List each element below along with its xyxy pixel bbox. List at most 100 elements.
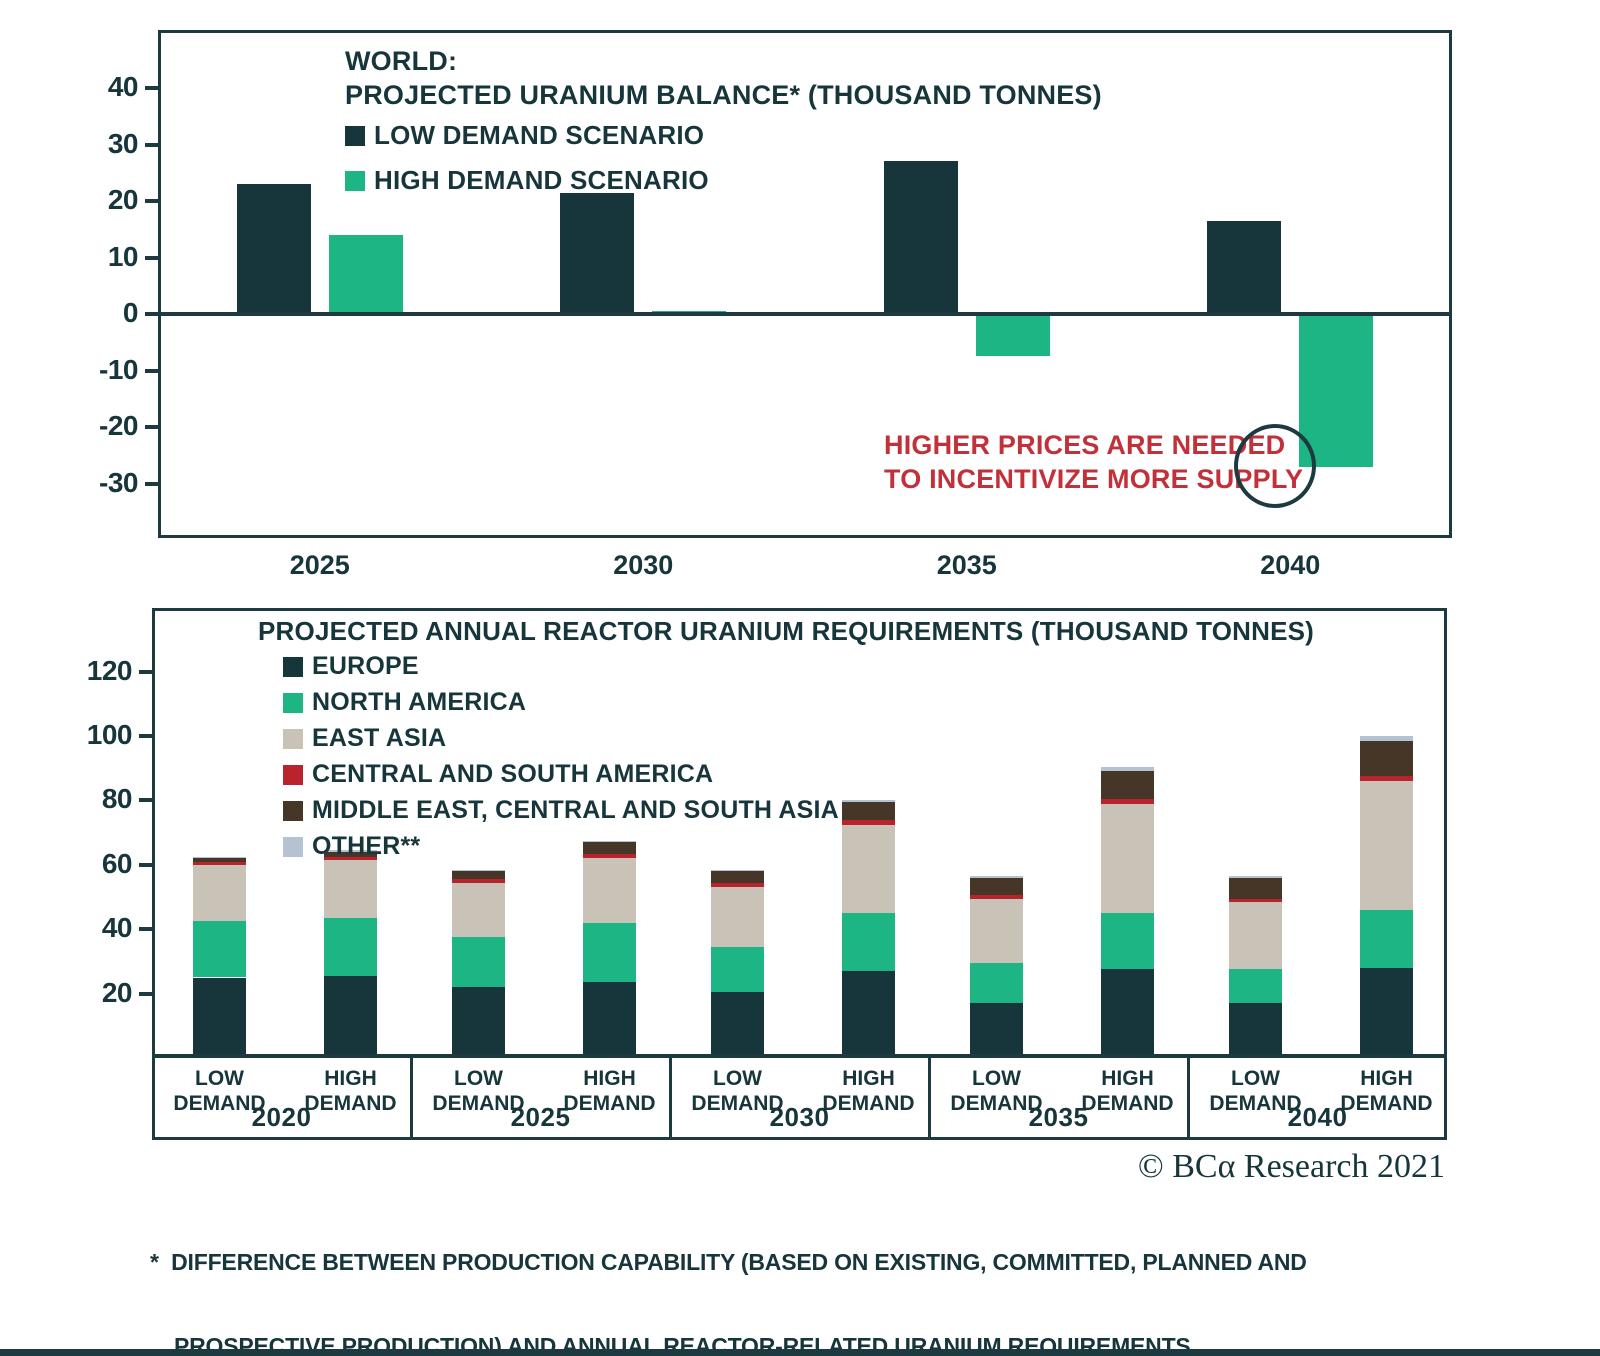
segment-2030-high-east-asia (842, 824, 895, 914)
demand-label-2030-low: LOW DEMAND (691, 1067, 784, 1115)
footnotes: * DIFFERENCE BETWEEN PRODUCTION CAPABILI… (150, 1192, 1530, 1356)
segment-2040-high-east-asia (1360, 781, 1413, 910)
legend-item-4: MIDDLE EAST, CENTRAL AND SOUTH ASIA (283, 796, 839, 825)
segment-2020-low-central-and-south-america (193, 861, 246, 865)
segment-2020-high-north-america (324, 917, 377, 976)
y-axis-tick (139, 991, 152, 996)
x-axis-label-2040: 2040 (1260, 550, 1321, 580)
chart-title-line2: PROJECTED URANIUM BALANCE* (THOUSAND TON… (345, 80, 1102, 110)
segment-2040-high-other- (1360, 736, 1413, 741)
footnote-line1: * DIFFERENCE BETWEEN PRODUCTION CAPABILI… (150, 1249, 1307, 1275)
y-axis-tick (145, 255, 158, 260)
bottom-x-axis (152, 1054, 1447, 1058)
y-axis-tick (145, 312, 158, 316)
segment-2035-high-north-america (1101, 913, 1154, 970)
segment-2040-low-north-america (1229, 969, 1282, 1004)
segment-2040-high-north-america (1360, 909, 1413, 968)
legend-label: EAST ASIA (312, 724, 447, 752)
segment-2025-high-europe (583, 982, 636, 1058)
legend-swatch-icon (345, 170, 365, 191)
segment-2030-low-north-america (711, 946, 764, 992)
segment-2020-high-other- (324, 850, 377, 852)
legend-label: HIGH DEMAND SCENARIO (374, 165, 709, 195)
y-axis-label: 30 (107, 127, 139, 159)
segment-2030-high-europe (842, 971, 895, 1058)
bar-2025-high-demand (328, 235, 403, 314)
demand-label-2035-low: LOW DEMAND (950, 1067, 1043, 1115)
legend-swatch-icon (283, 656, 303, 677)
reactor-requirements-legend: EUROPE NORTH AMERICA EAST ASIA CENTRAL AND … (283, 652, 839, 868)
bar-2035-high-demand (975, 314, 1050, 356)
y-axis-label: 40 (107, 71, 139, 102)
segment-2030-low-other- (711, 869, 764, 872)
segment-2020-high-central-and-south-america (324, 856, 377, 860)
segment-2030-low-central-and-south-america (711, 882, 764, 888)
y-axis-tick (145, 199, 158, 203)
segment-2035-high-other- (1101, 766, 1154, 772)
demand-label-2040-low: LOW DEMAND (1209, 1067, 1302, 1115)
legend-item-1: HIGH DEMAND SCENARIO (345, 165, 709, 196)
segment-2025-low-middle-east-central-and-south-asia (452, 871, 505, 880)
year-label-2030: 2030 (769, 1102, 830, 1132)
group-divider (928, 1054, 931, 1137)
segment-2025-high-middle-east-central-and-south-asia (583, 842, 636, 854)
segment-2040-high-central-and-south-america (1360, 776, 1413, 782)
segment-2035-low-north-america (970, 963, 1023, 1004)
segment-2025-low-north-america (452, 937, 505, 988)
legend-item-3: CENTRAL AND SOUTH AMERICA (283, 760, 839, 789)
legend-swatch-icon (283, 764, 303, 785)
segment-2020-low-europe (193, 977, 246, 1058)
legend-item-5: OTHER** (283, 832, 839, 861)
legend-label: CENTRAL AND SOUTH AMERICA (312, 760, 714, 788)
segment-2030-high-north-america (842, 913, 895, 972)
segment-2020-high-east-asia (324, 859, 377, 918)
segment-2020-high-europe (324, 975, 377, 1058)
legend-swatch-icon (283, 692, 303, 713)
uranium-balance-chart-title: WORLD: PROJECTED URANIUM BALANCE* (THOUS… (345, 44, 1102, 112)
y-axis-label: 20 (107, 184, 139, 215)
y-axis-label: -10 (99, 353, 138, 385)
legend-swatch-icon (283, 836, 303, 857)
segment-2040-high-europe (1360, 967, 1413, 1058)
legend-label: OTHER** (312, 832, 421, 860)
bca-research-logo: © BCα Research 2021 (1137, 1148, 1445, 1185)
uranium-balance-legend: LOW DEMAND SCENARIO HIGH DEMAND SCENARIO (345, 120, 709, 210)
price-annotation: HIGHER PRICES ARE NEEDED TO INCENTIVIZE … (884, 428, 1303, 496)
segment-2035-low-europe (970, 1003, 1023, 1058)
segment-2020-low-north-america (193, 921, 246, 978)
demand-label-2020-low: LOW DEMAND (173, 1067, 266, 1115)
group-divider (669, 1054, 672, 1137)
segment-2020-high-middle-east-central-and-south-asia (324, 851, 377, 857)
bar-2025-low-demand (236, 184, 311, 314)
legend-item-2: EAST ASIA (283, 724, 839, 753)
annotation-line2: TO INCENTIVIZE MORE SUPPLY (884, 464, 1304, 494)
y-axis-tick (139, 798, 152, 803)
segment-2030-low-east-asia (711, 887, 764, 947)
bar-2040-low-demand (1207, 221, 1282, 314)
annotation-line1: HIGHER PRICES ARE NEEDED (884, 430, 1286, 460)
segment-2040-high-middle-east-central-and-south-asia (1360, 740, 1413, 777)
y-axis-label: -20 (99, 410, 138, 441)
bar-2030-low-demand (560, 193, 635, 314)
segment-2030-high-central-and-south-america (842, 819, 895, 825)
y-axis-tick (139, 734, 152, 738)
segment-2035-low-other- (970, 876, 1023, 878)
segment-2040-low-europe (1229, 1003, 1282, 1058)
y-axis-tick (145, 368, 158, 373)
legend-label: EUROPE (312, 652, 419, 680)
demand-label-2035-high: HIGH DEMAND (1081, 1067, 1174, 1115)
segment-2030-high-middle-east-central-and-south-asia (842, 802, 895, 820)
segment-2040-low-middle-east-central-and-south-asia (1229, 877, 1282, 899)
legend-swatch-icon (283, 800, 303, 821)
bar-2035-low-demand (883, 161, 958, 314)
segment-2025-high-other- (583, 840, 636, 843)
legend-label: LOW DEMAND SCENARIO (374, 120, 705, 150)
group-divider (1187, 1054, 1190, 1137)
segment-2025-low-other- (452, 869, 505, 872)
y-axis-tick (145, 142, 158, 147)
segment-2020-low-east-asia (193, 864, 246, 922)
segment-2035-high-east-asia (1101, 803, 1154, 914)
y-axis-label: 120 (86, 654, 133, 686)
demand-label-2020-high: HIGH DEMAND (304, 1067, 397, 1115)
legend-item-0: LOW DEMAND SCENARIO (345, 120, 709, 151)
